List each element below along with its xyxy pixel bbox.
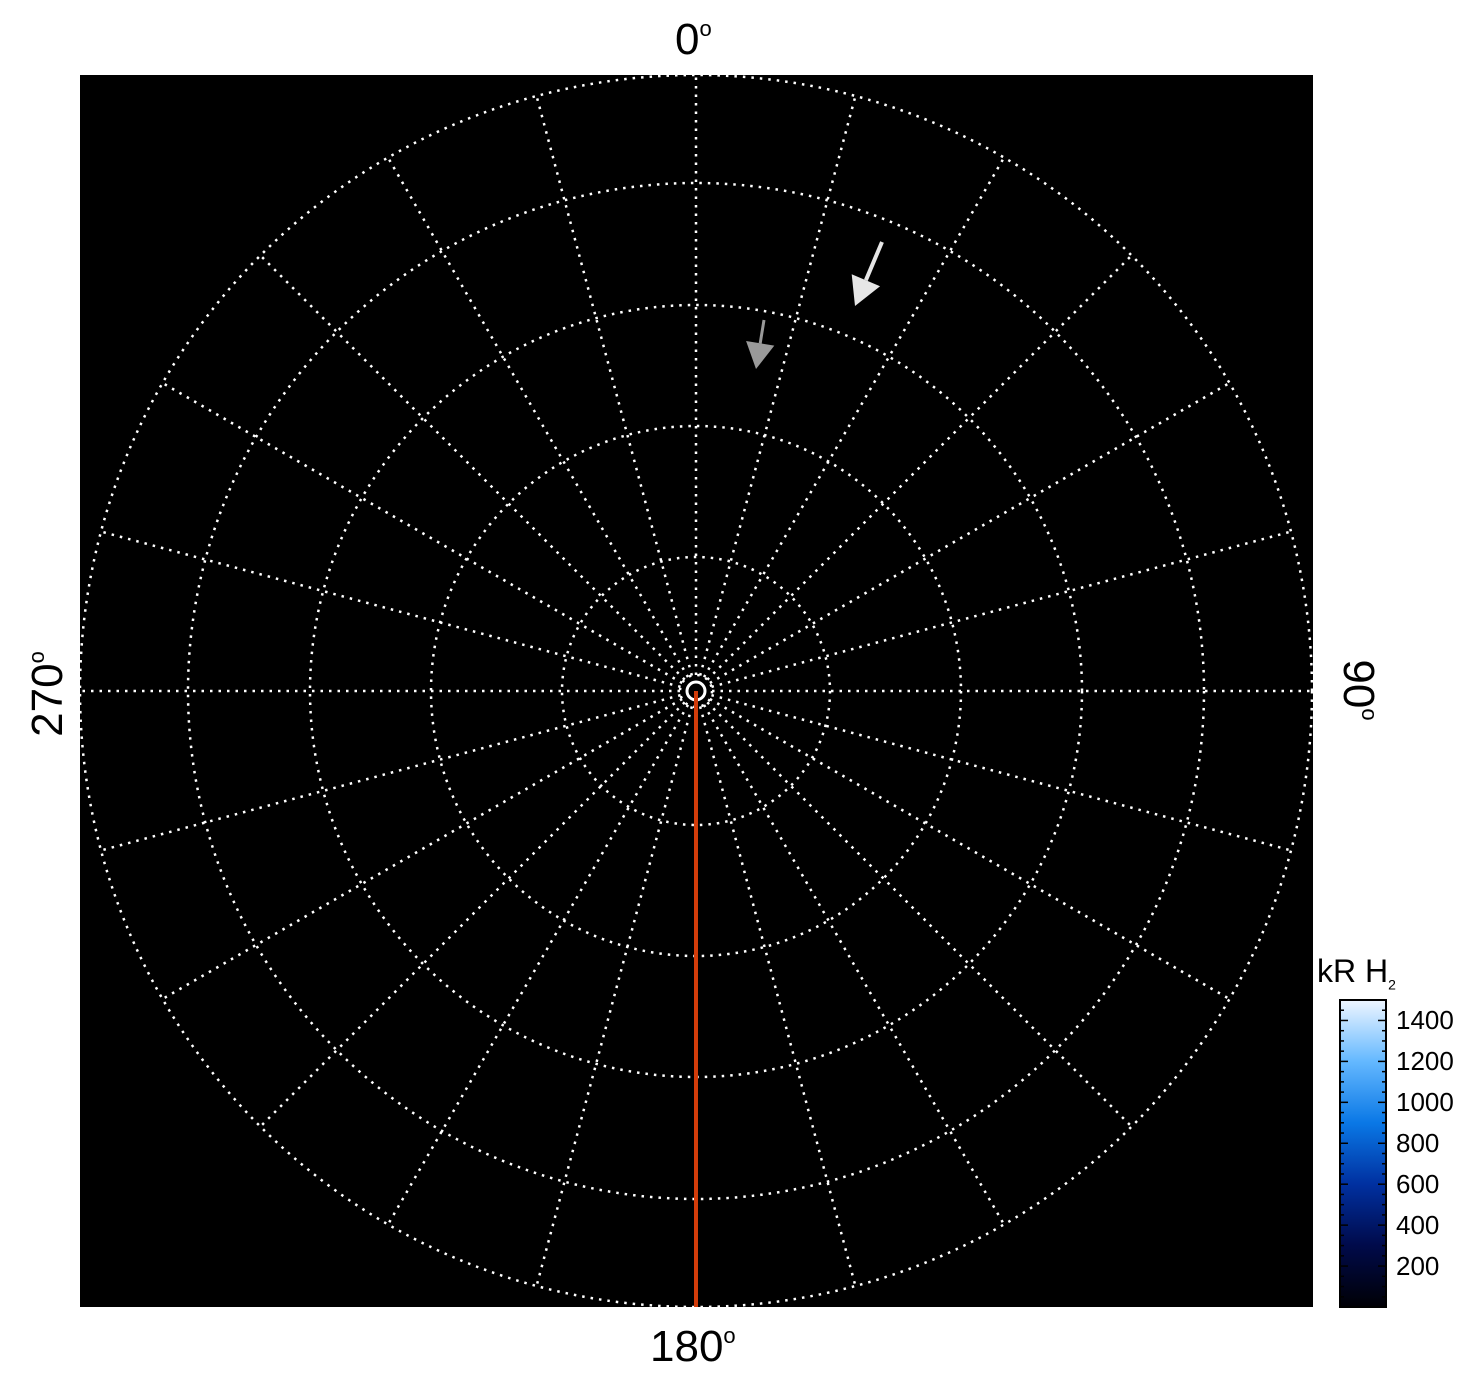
latitude-ring <box>186 181 1206 1201</box>
meridian-line <box>386 156 690 678</box>
colorbar <box>1339 999 1387 1308</box>
arrow <box>851 241 884 306</box>
meridian-line <box>161 697 683 1001</box>
meridian-line <box>535 706 694 1287</box>
meridian-line <box>711 530 1292 689</box>
meridian-line <box>706 254 1133 681</box>
latitude-ring <box>308 303 1084 1079</box>
colorbar-tick-label: 600 <box>1396 1169 1440 1200</box>
meridian-line <box>100 693 681 852</box>
meridian-line <box>711 693 1292 852</box>
colorbar-tick-label: 400 <box>1396 1210 1440 1241</box>
colorbar-tick-label: 1200 <box>1396 1046 1454 1077</box>
meridian-line <box>698 706 857 1287</box>
angle-label-180: 180o <box>650 1322 736 1371</box>
colorbar-title: kR H2 <box>1317 953 1396 993</box>
meridian-line <box>100 530 681 689</box>
meridian-line <box>259 701 686 1128</box>
angle-label-90: 90o <box>1334 659 1383 721</box>
angle-label-270: 270o <box>23 651 72 737</box>
meridian-line <box>698 95 857 676</box>
arrow <box>746 319 775 369</box>
colorbar-tick-label: 1000 <box>1396 1087 1454 1118</box>
colorbar-tick-label: 800 <box>1396 1128 1440 1159</box>
latitude-ring <box>78 73 1314 1309</box>
angle-label-0: 0o <box>675 15 712 64</box>
meridian-line <box>706 701 1133 1128</box>
meridian-line <box>702 156 1006 678</box>
meridian-line <box>259 254 686 681</box>
meridian-line <box>535 95 694 676</box>
colorbar-tick-label: 1400 <box>1396 1005 1454 1036</box>
meridian-line <box>161 381 683 685</box>
colorbar-tick-label: 200 <box>1396 1251 1440 1282</box>
latitude-ring <box>560 555 832 827</box>
